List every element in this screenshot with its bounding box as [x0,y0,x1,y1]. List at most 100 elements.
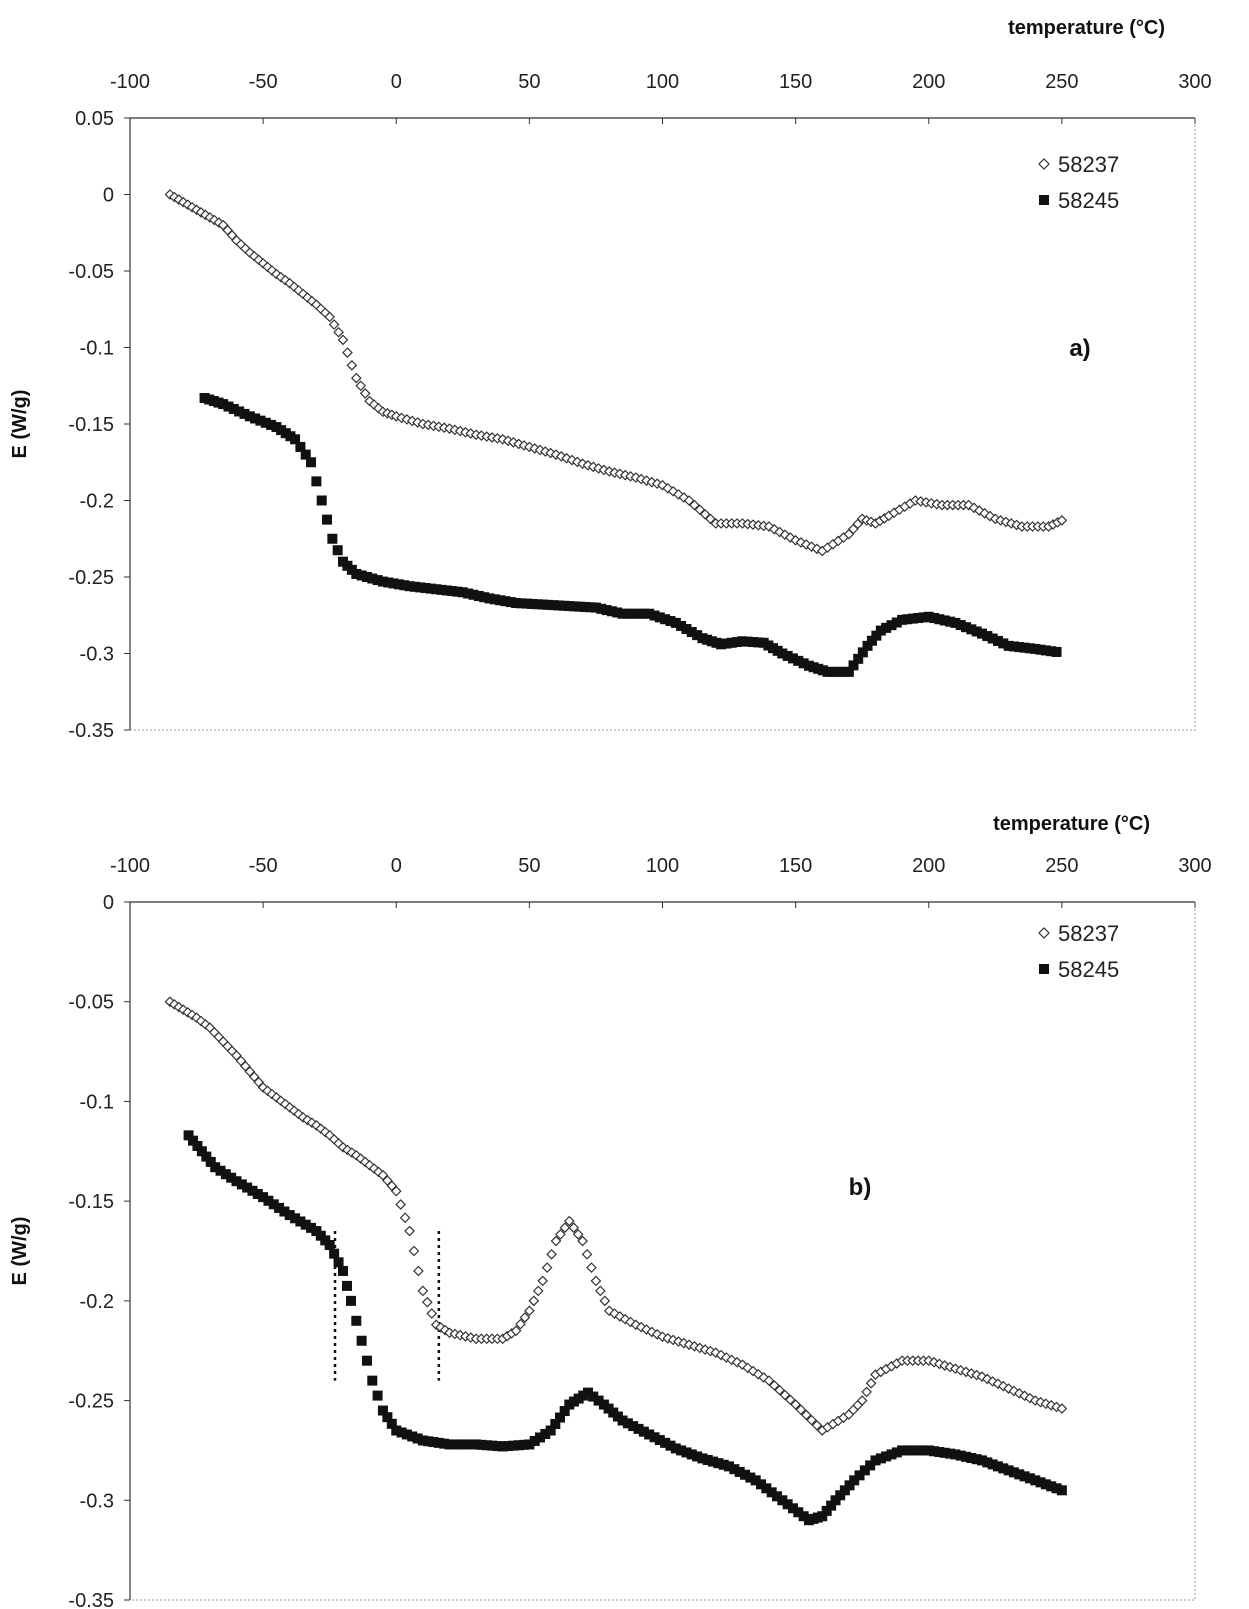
data-point [670,617,681,628]
data-point [1051,1483,1062,1494]
data-point [559,1406,570,1417]
data-point [945,616,956,627]
data-point [239,408,250,419]
data-point [541,1262,553,1273]
data-point [182,199,194,211]
data-point [606,606,617,617]
x-tick-label: 100 [646,855,679,877]
data-point [300,449,311,460]
data-point [564,601,575,612]
data-point [555,1229,566,1240]
plot-frame [129,117,1196,731]
data-point [569,601,580,612]
data-point [934,1447,945,1458]
panel-label: b) [849,1174,872,1201]
data-point [833,666,844,677]
data-point [290,434,301,445]
data-point [617,608,628,619]
x-tick-label: 50 [518,71,540,93]
data-point [787,1503,798,1514]
data-point [971,626,982,637]
data-point [798,1511,809,1522]
data-point [660,1437,671,1448]
data-point [473,590,484,601]
y-tick-label: -0.3 [80,644,114,666]
data-point [284,1210,295,1221]
data-point [505,597,516,608]
data-point [1024,643,1035,654]
chart-panel-b: -100 -50 0 50 100 150 200 250 300 0 -0.05 -0.1 -0.15… [9,813,1212,1609]
y-tick-label: -0.05 [68,261,114,283]
data-point [183,1130,194,1141]
data-point [586,1262,597,1273]
data-point [654,612,665,623]
data-point [218,399,229,410]
data-point [681,1447,692,1458]
data-point [351,568,362,579]
x-axis-label: temperature (°C) [1008,17,1165,39]
data-point [476,1439,487,1450]
data-point [821,1505,832,1516]
series-58237 [164,189,1068,557]
data-point [436,584,447,595]
data-point [853,653,864,664]
data-point [568,1222,580,1234]
data-point [726,637,737,648]
data-point [540,1428,551,1439]
data-point [545,1425,556,1436]
data-point [535,1432,546,1443]
data-point [364,1159,375,1171]
data-point [274,1202,285,1213]
legend-label: 58245 [1058,957,1119,982]
data-point [215,1165,226,1176]
data-point [425,583,436,594]
data-point [201,1151,212,1162]
data-point [929,613,940,624]
data-point [950,1449,961,1460]
data-point [257,1082,269,1093]
data-point [881,1451,892,1462]
data-point [423,1436,434,1447]
data-point [771,1491,782,1502]
data-point [338,1265,348,1276]
data-point [1014,642,1025,653]
data-point [729,1464,740,1475]
data-point [966,1453,977,1464]
data-point [383,577,394,588]
data-point [891,1447,902,1458]
data-point [465,1439,476,1450]
data-point [1030,643,1041,654]
data-point [800,1409,812,1421]
data-point [413,1265,424,1277]
legend-marker [1039,195,1049,205]
data-point [660,614,671,625]
data-point [524,1439,535,1450]
data-point [721,638,732,649]
x-tick-label: -50 [249,855,278,877]
data-point [875,625,886,636]
data-point [388,578,399,589]
data-point [553,600,564,611]
data-point [590,1275,602,1287]
data-point [588,1391,599,1402]
data-point [862,640,873,651]
data-point [319,1126,331,1138]
data-point [372,575,383,586]
data-point [692,1451,703,1462]
data-point [1019,642,1030,653]
data-point [838,666,849,677]
data-point [934,614,945,625]
data-point [961,622,972,633]
panel-label: a) [1069,335,1090,362]
data-point [753,1368,764,1380]
data-point [430,1319,442,1331]
y-tick-label: 0.05 [75,108,114,130]
data-point [689,1340,700,1352]
data-point [196,1146,207,1157]
data-point [699,1344,711,1355]
data-point [793,655,804,666]
data-point [718,1459,729,1470]
data-point [678,1337,690,1349]
data-point [393,579,404,590]
data-point [220,1169,231,1180]
